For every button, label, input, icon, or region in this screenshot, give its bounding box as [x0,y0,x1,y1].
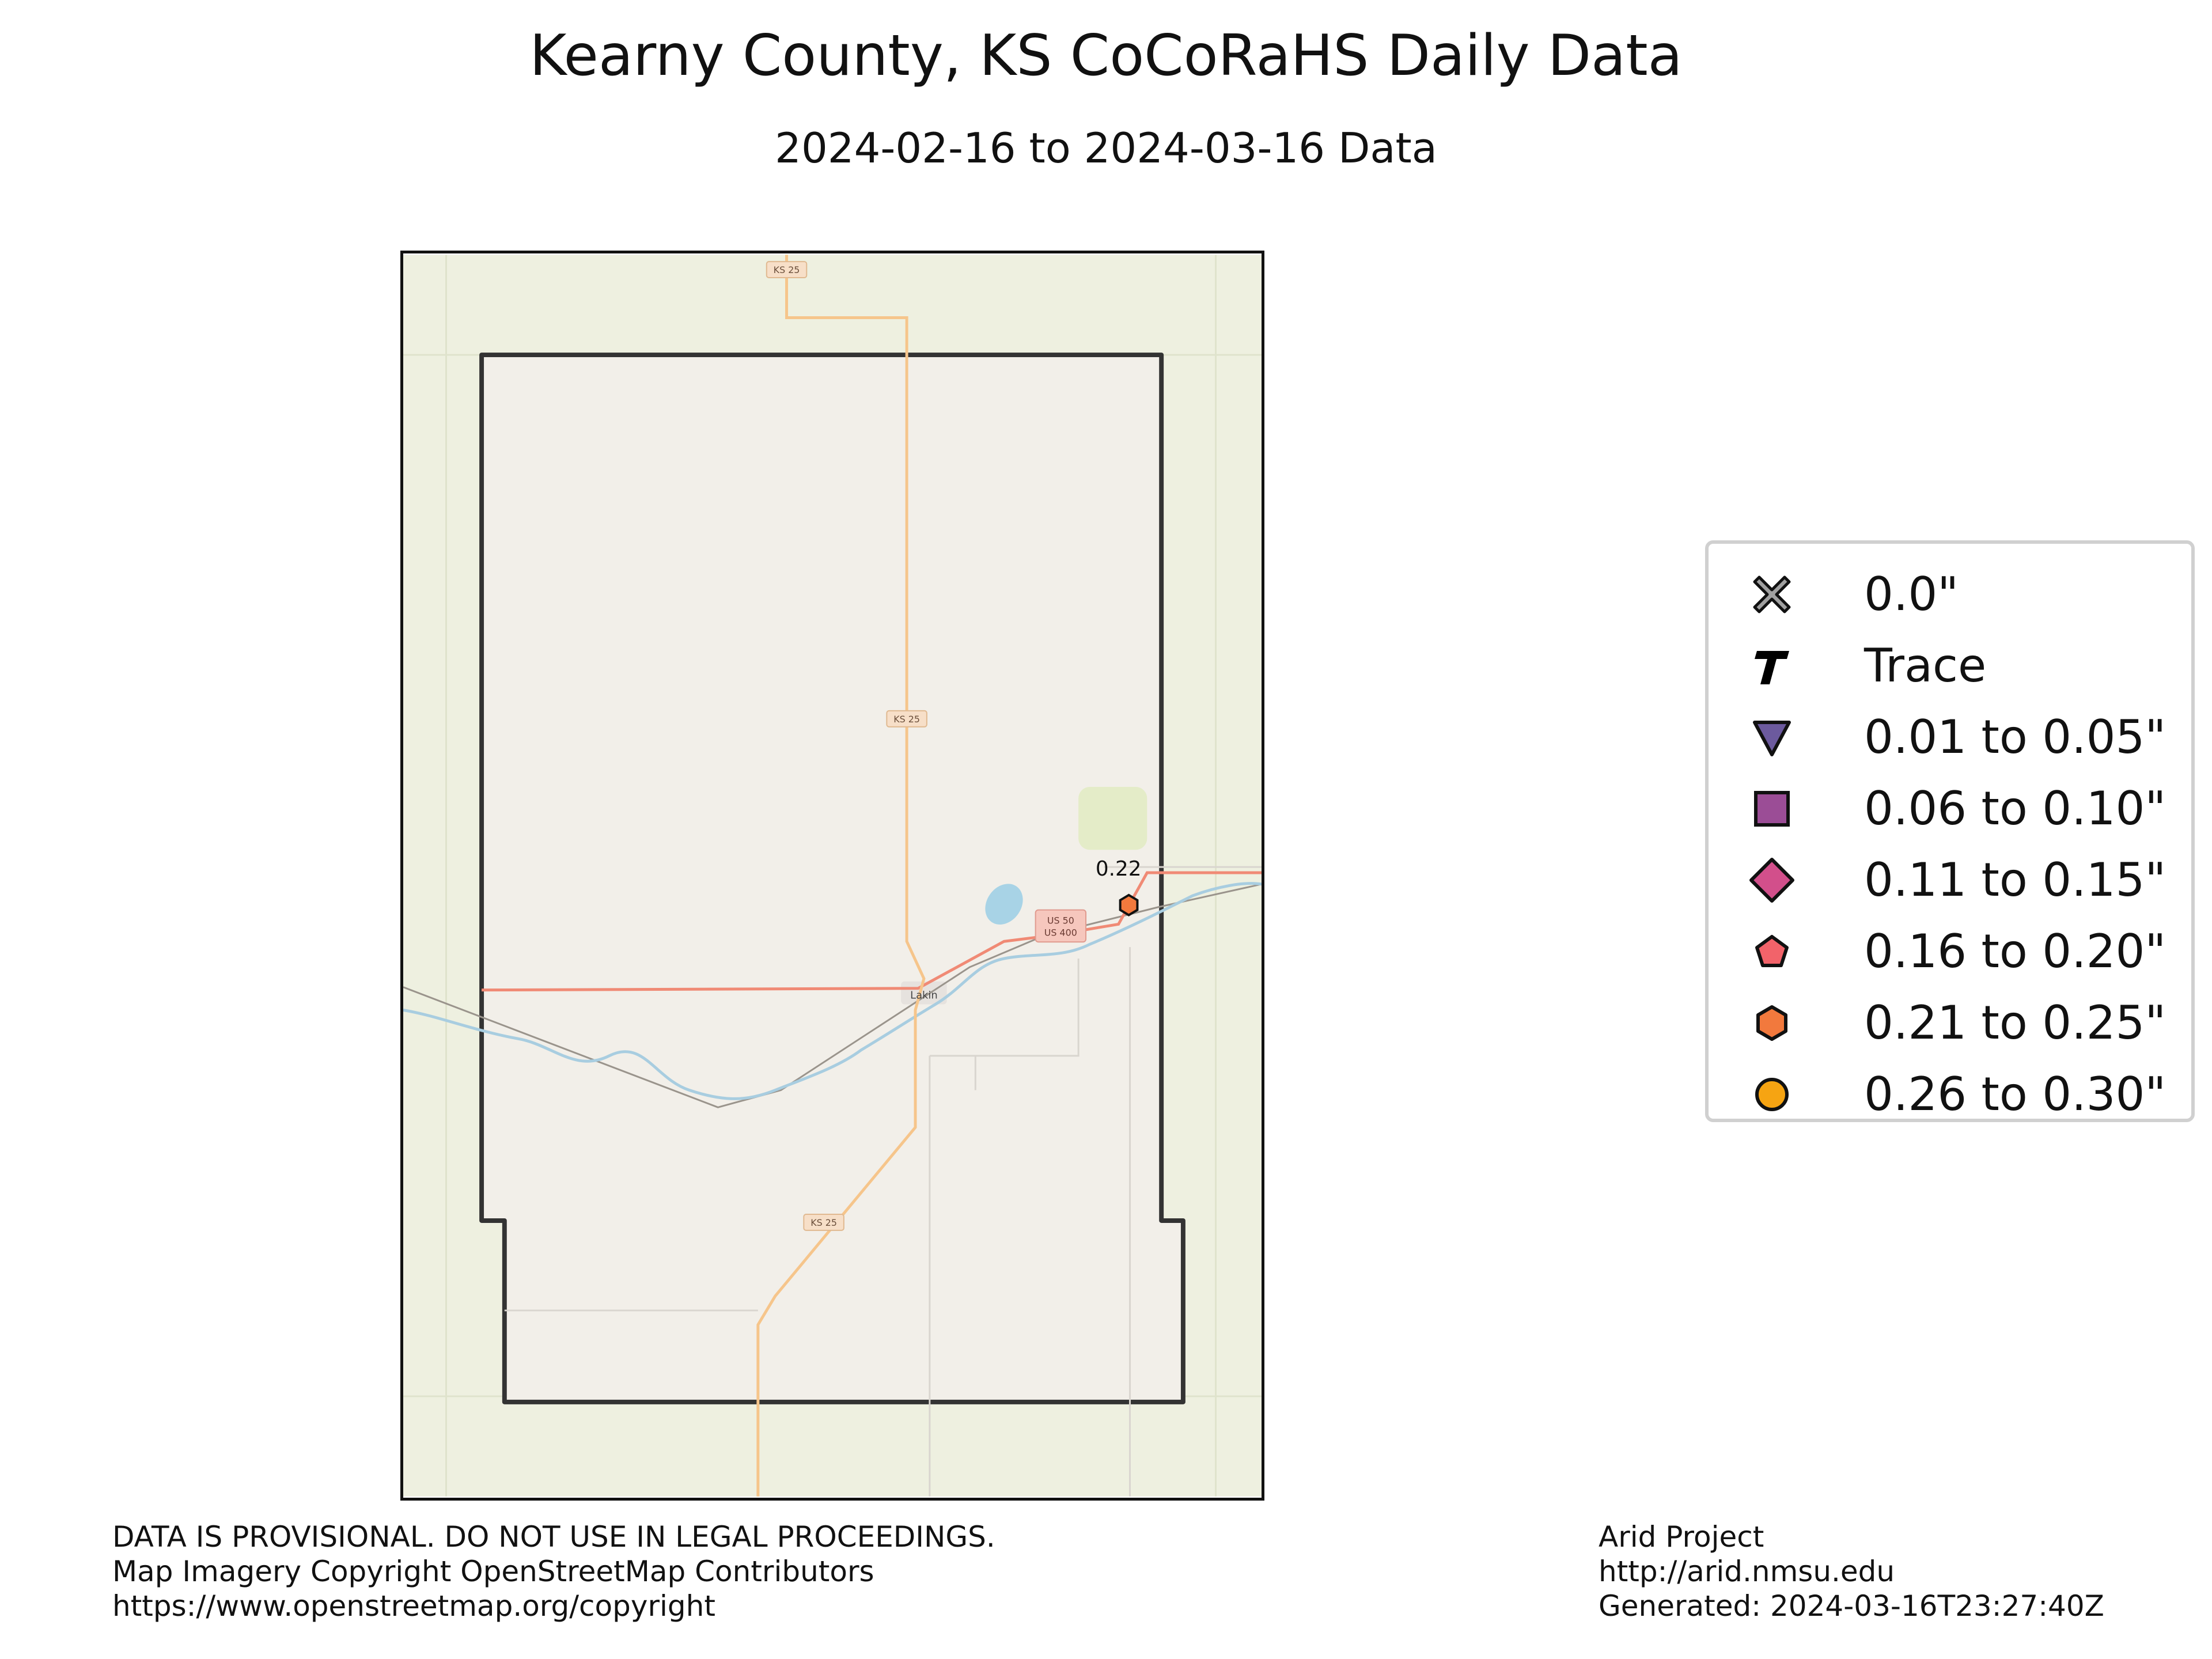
svg-text:KS 25: KS 25 [810,1217,837,1228]
map-canvas[interactable]: KS 25 KS 25 KS 25 US 50 US 400 Lakin 0.2… [403,253,1262,1498]
legend-label: 0.01 to 0.05" [1864,710,2166,764]
legend-label: 0.0" [1864,567,1959,621]
legend-item: 0.11 to 0.15" [1709,846,2191,915]
cross-icon [1753,575,1791,613]
square-icon [1754,791,1790,827]
park-area [1078,787,1147,850]
road-shield-ks25-bottom: KS 25 [803,1214,844,1231]
road-shield-us50-us400: US 50 US 400 [1035,909,1087,943]
project-name: Arid Project [1599,1520,1764,1554]
diamond-icon [1749,858,1794,903]
project-link[interactable]: http://arid.nmsu.edu [1599,1555,1895,1588]
trace-t-icon [1755,651,1789,684]
svg-text:KS 25: KS 25 [893,714,920,725]
hexagon-icon [1756,1005,1787,1041]
provisional-disclaimer: DATA IS PROVISIONAL. DO NOT USE IN LEGAL… [112,1520,995,1554]
svg-text:US 50: US 50 [1047,915,1074,926]
legend-item: Trace [1709,631,2191,700]
triangle-down-icon [1753,721,1791,756]
generated-timestamp: Generated: 2024-03-16T23:27:40Z [1599,1589,2104,1623]
highway-ks25 [756,255,926,1497]
legend-item: 0.16 to 0.20" [1709,917,2191,986]
arkansas-river [403,882,1262,1100]
legend-label: 0.26 to 0.30" [1864,1067,2166,1121]
legend-label: 0.16 to 0.20" [1864,925,2166,978]
legend-item: 0.26 to 0.30" [1709,1060,2191,1129]
footer-attribution: DATA IS PROVISIONAL. DO NOT USE IN LEGAL… [112,1520,995,1623]
legend: 0.0" Trace 0.01 to 0.05" 0.06 to 0.10" 0… [1705,540,2195,1122]
county-boundary [479,353,1185,1404]
legend-item: 0.21 to 0.25" [1709,988,2191,1058]
local-roads [504,866,1262,1497]
legend-label: 0.11 to 0.15" [1864,853,2166,907]
pentagon-icon [1755,935,1789,967]
map-title: Kearny County, KS CoCoRaHS Daily Data [529,23,1683,89]
footer-project: Arid Project http://arid.nmsu.edu Genera… [1599,1520,2104,1623]
road-shield-ks25-top: KS 25 [766,261,808,278]
legend-label: 0.06 to 0.10" [1864,782,2166,835]
legend-item: 0.06 to 0.10" [1709,774,2191,843]
station-marker-hexagon-icon[interactable] [1119,893,1139,916]
legend-item: 0.0" [1709,560,2191,629]
map-panel[interactable]: KS 25 KS 25 KS 25 US 50 US 400 Lakin 0.2… [400,251,1264,1501]
imagery-credit: Map Imagery Copyright OpenStreetMap Cont… [112,1555,874,1588]
copyright-link[interactable]: https://www.openstreetmap.org/copyright [112,1589,715,1623]
circle-icon [1755,1078,1789,1111]
svg-text:KS 25: KS 25 [774,264,800,275]
legend-label: Trace [1864,639,1987,692]
legend-label: 0.21 to 0.25" [1864,996,2166,1050]
station-value-label: 0.22 [1096,857,1142,881]
town-label-lakin: Lakin [910,990,938,1002]
svg-text:US 400: US 400 [1044,927,1077,938]
road-shield-ks25-mid: KS 25 [886,710,927,728]
railroad [403,883,1262,1108]
lake [985,884,1023,925]
legend-item: 0.01 to 0.05" [1709,703,2191,772]
map-subtitle: 2024-02-16 to 2024-03-16 Data [775,124,1437,172]
